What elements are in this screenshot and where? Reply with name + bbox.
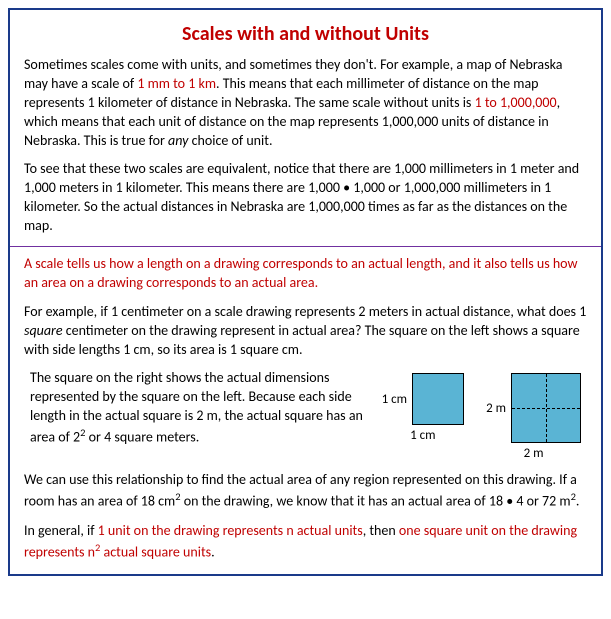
paragraph-4: For example, if 1 centimeter on a scale … (24, 303, 587, 360)
para6-rule-1: 1 unit on the drawing represents n actua… (98, 522, 363, 539)
square-small-inner: 1 cm (382, 373, 464, 425)
dashed-horizontal (512, 408, 580, 409)
example-text-b: or 4 square meters. (85, 429, 199, 446)
para4-italic: square (24, 322, 63, 339)
para6-rule-2b: actual square units (100, 543, 211, 560)
para6-text-b: , then (363, 522, 399, 539)
para1-italic: any (168, 132, 188, 149)
square-big-wrap: 2 m 2 m (486, 373, 581, 461)
para4-text-b: centimeter on the drawing represent in a… (24, 322, 580, 358)
square-big-label-bottom: 2 m (524, 446, 544, 461)
para5-text-c: . (576, 493, 580, 510)
square-small-label-left: 1 cm (382, 392, 407, 407)
square-small-wrap: 1 cm 1 cm (382, 373, 464, 443)
document-frame: Scales with and without Units Sometimes … (8, 8, 603, 576)
square-big (511, 373, 581, 443)
para5-text-b: on the drawing, we know that it has an a… (181, 493, 571, 510)
square-big-label-left: 2 m (486, 401, 506, 416)
squares-diagram: 1 cm 1 cm 2 m 2 m (382, 369, 587, 461)
para4-text-a: For example, if 1 centimeter on a scale … (24, 303, 586, 320)
example-row: The square on the right shows the actual… (24, 369, 587, 461)
paragraph-2: To see that these two scales are equival… (24, 160, 587, 236)
para1-text-d: choice of unit. (188, 132, 272, 149)
para6-text-a: In general, if (24, 522, 98, 539)
square-small-label-bottom: 1 cm (410, 428, 435, 443)
paragraph-1: Sometimes scales come with units, and so… (24, 56, 587, 150)
para1-scale-ratio: 1 to 1,000,000 (475, 94, 557, 111)
paragraph-5: We can use this relationship to find the… (24, 471, 587, 511)
paragraph-3: A scale tells us how a length on a drawi… (24, 255, 587, 293)
paragraph-6: In general, if 1 unit on the drawing rep… (24, 522, 587, 562)
square-big-inner: 2 m (486, 373, 581, 443)
square-small (412, 373, 464, 425)
page-title: Scales with and without Units (24, 22, 587, 46)
para6-text-c: . (211, 543, 215, 560)
section-divider (10, 246, 601, 247)
para1-scale-units: 1 mm to 1 km (137, 75, 216, 92)
example-text: The square on the right shows the actual… (24, 369, 370, 447)
